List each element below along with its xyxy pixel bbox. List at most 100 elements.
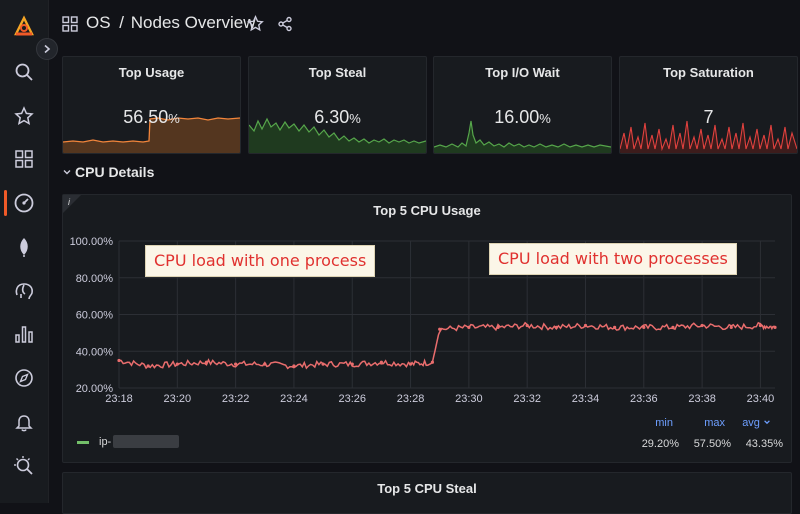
series-point xyxy=(671,325,675,329)
y-tick-label: 20.00% xyxy=(76,383,114,395)
panel-top-5-cpu-usage[interactable]: i Top 5 CPU Usage 100.00% 80.00% 60.00% 40.… xyxy=(62,194,792,463)
legend-series-color xyxy=(77,441,89,444)
series-point xyxy=(773,325,777,329)
stat-sparkline xyxy=(63,117,240,153)
legend-header-max[interactable]: max xyxy=(704,417,725,429)
series-point xyxy=(430,360,435,364)
stat-title: Top Steal xyxy=(308,65,367,80)
x-tick-label: 23:32 xyxy=(513,393,541,405)
y-tick-label: 80.00% xyxy=(76,273,114,285)
series-point xyxy=(408,362,413,366)
x-tick-label: 23:24 xyxy=(280,393,308,405)
legend-header-avg[interactable]: avg xyxy=(735,417,771,429)
panel-info-corner[interactable] xyxy=(63,195,81,213)
series-point xyxy=(234,362,238,366)
stat-panel-top-usage[interactable]: Top Usage 56.50% xyxy=(62,56,241,154)
sidebar-expand-button[interactable] xyxy=(36,38,58,60)
y-tick-label: 60.00% xyxy=(76,310,114,322)
breadcrumb-separator: / xyxy=(119,13,125,32)
stat-value: 6.30% xyxy=(314,107,361,127)
dashboard-title[interactable]: Nodes Overview xyxy=(130,13,256,32)
legend-value-min: 29.20% xyxy=(641,438,679,450)
series-point xyxy=(583,323,588,328)
x-tick-label: 23:22 xyxy=(222,393,250,405)
x-tick-label: 23:34 xyxy=(572,393,600,405)
legend-series-redacted xyxy=(113,435,179,448)
stat-title: Top Usage xyxy=(118,65,185,80)
stat-panel-top-saturation[interactable]: Top Saturation 7 xyxy=(619,56,798,154)
search-icon[interactable] xyxy=(8,56,40,88)
chevron-down-icon xyxy=(63,170,71,175)
leaf-icon[interactable] xyxy=(8,231,40,263)
series-point xyxy=(613,325,617,329)
legend-value-avg: 43.35% xyxy=(745,438,783,450)
breadcrumb-folder[interactable]: OS xyxy=(86,13,111,32)
sort-chevron-down-icon xyxy=(764,420,770,425)
series-point xyxy=(292,364,296,368)
panel-title[interactable]: Top 5 CPU Steal xyxy=(377,481,477,496)
stat-title: Top Saturation xyxy=(663,65,754,80)
stat-value: 56.50% xyxy=(123,107,180,127)
series-point xyxy=(700,323,704,328)
x-tick-label: 23:40 xyxy=(747,393,775,405)
series-line[interactable] xyxy=(119,321,776,370)
annotation-two-processes: CPU load with two processes xyxy=(489,243,737,275)
series-point xyxy=(554,325,558,329)
series-point xyxy=(117,358,121,363)
stat-title: Top I/O Wait xyxy=(485,65,560,80)
panel-title[interactable]: Top 5 CPU Usage xyxy=(373,203,481,218)
grafana-logo-icon[interactable] xyxy=(8,10,40,42)
x-tick-label: 23:38 xyxy=(688,393,716,405)
bar-chart-icon[interactable] xyxy=(8,318,40,350)
dashboards-icon[interactable] xyxy=(8,143,40,175)
stat-value: 7 xyxy=(703,107,714,127)
compass-icon[interactable] xyxy=(8,362,40,394)
dashboard-gauge-icon[interactable] xyxy=(8,187,40,219)
sidebar xyxy=(0,0,49,503)
stat-sparkline xyxy=(249,117,426,153)
elephant-icon[interactable] xyxy=(8,275,40,307)
series-point xyxy=(642,325,646,329)
y-tick-label: 100.00% xyxy=(70,236,114,248)
x-tick-label: 23:28 xyxy=(397,393,425,405)
series-point xyxy=(467,325,471,329)
row-cpu-details[interactable]: CPU Details xyxy=(62,164,154,180)
x-tick-label: 23:18 xyxy=(105,393,133,405)
stat-sparkline xyxy=(620,120,797,153)
panel-top-5-cpu-steal[interactable]: Top 5 CPU Steal xyxy=(62,472,792,514)
stat-sparkline xyxy=(434,120,611,153)
active-indicator xyxy=(4,190,7,216)
series-point xyxy=(496,325,500,329)
stat-panel-top-io-wait[interactable]: Top I/O Wait 16.00% xyxy=(433,56,612,154)
series-point xyxy=(379,360,383,364)
stat-value: 16.00% xyxy=(494,107,551,127)
series-point xyxy=(758,323,763,328)
x-tick-label: 23:26 xyxy=(338,393,366,405)
legend-header-min[interactable]: min xyxy=(655,417,673,429)
chevron-right-icon xyxy=(44,44,51,54)
series-point xyxy=(263,362,267,366)
y-tick-label: 40.00% xyxy=(76,346,114,358)
series-point xyxy=(350,362,354,366)
x-tick-label: 23:30 xyxy=(455,393,483,405)
series-point xyxy=(146,364,150,368)
breadcrumb: OS / Nodes Overview xyxy=(86,13,255,33)
legend-series-name[interactable]: ip- xyxy=(99,436,112,448)
star-icon[interactable] xyxy=(8,100,40,132)
timeseries-chart[interactable]: 100.00% 80.00% 60.00% 40.00% 20.00%23:18 23:2… xyxy=(63,195,791,462)
series-point xyxy=(175,362,179,366)
dashboards-grid-icon xyxy=(62,16,78,32)
info-icon: i xyxy=(68,197,70,207)
series-point xyxy=(729,325,733,329)
favorite-star-icon[interactable] xyxy=(247,15,264,32)
series-point xyxy=(321,362,325,366)
annotation-one-process: CPU load with one process xyxy=(145,245,376,277)
bell-icon[interactable] xyxy=(8,406,40,438)
x-tick-label: 23:20 xyxy=(164,393,192,405)
zoom-icon[interactable] xyxy=(8,450,40,482)
top-bar: OS / Nodes Overview xyxy=(48,0,800,48)
stat-panel-top-steal[interactable]: Top Steal 6.30% xyxy=(248,56,427,154)
series-point xyxy=(525,323,529,328)
x-tick-label: 23:36 xyxy=(630,393,658,405)
share-icon[interactable] xyxy=(277,16,293,32)
